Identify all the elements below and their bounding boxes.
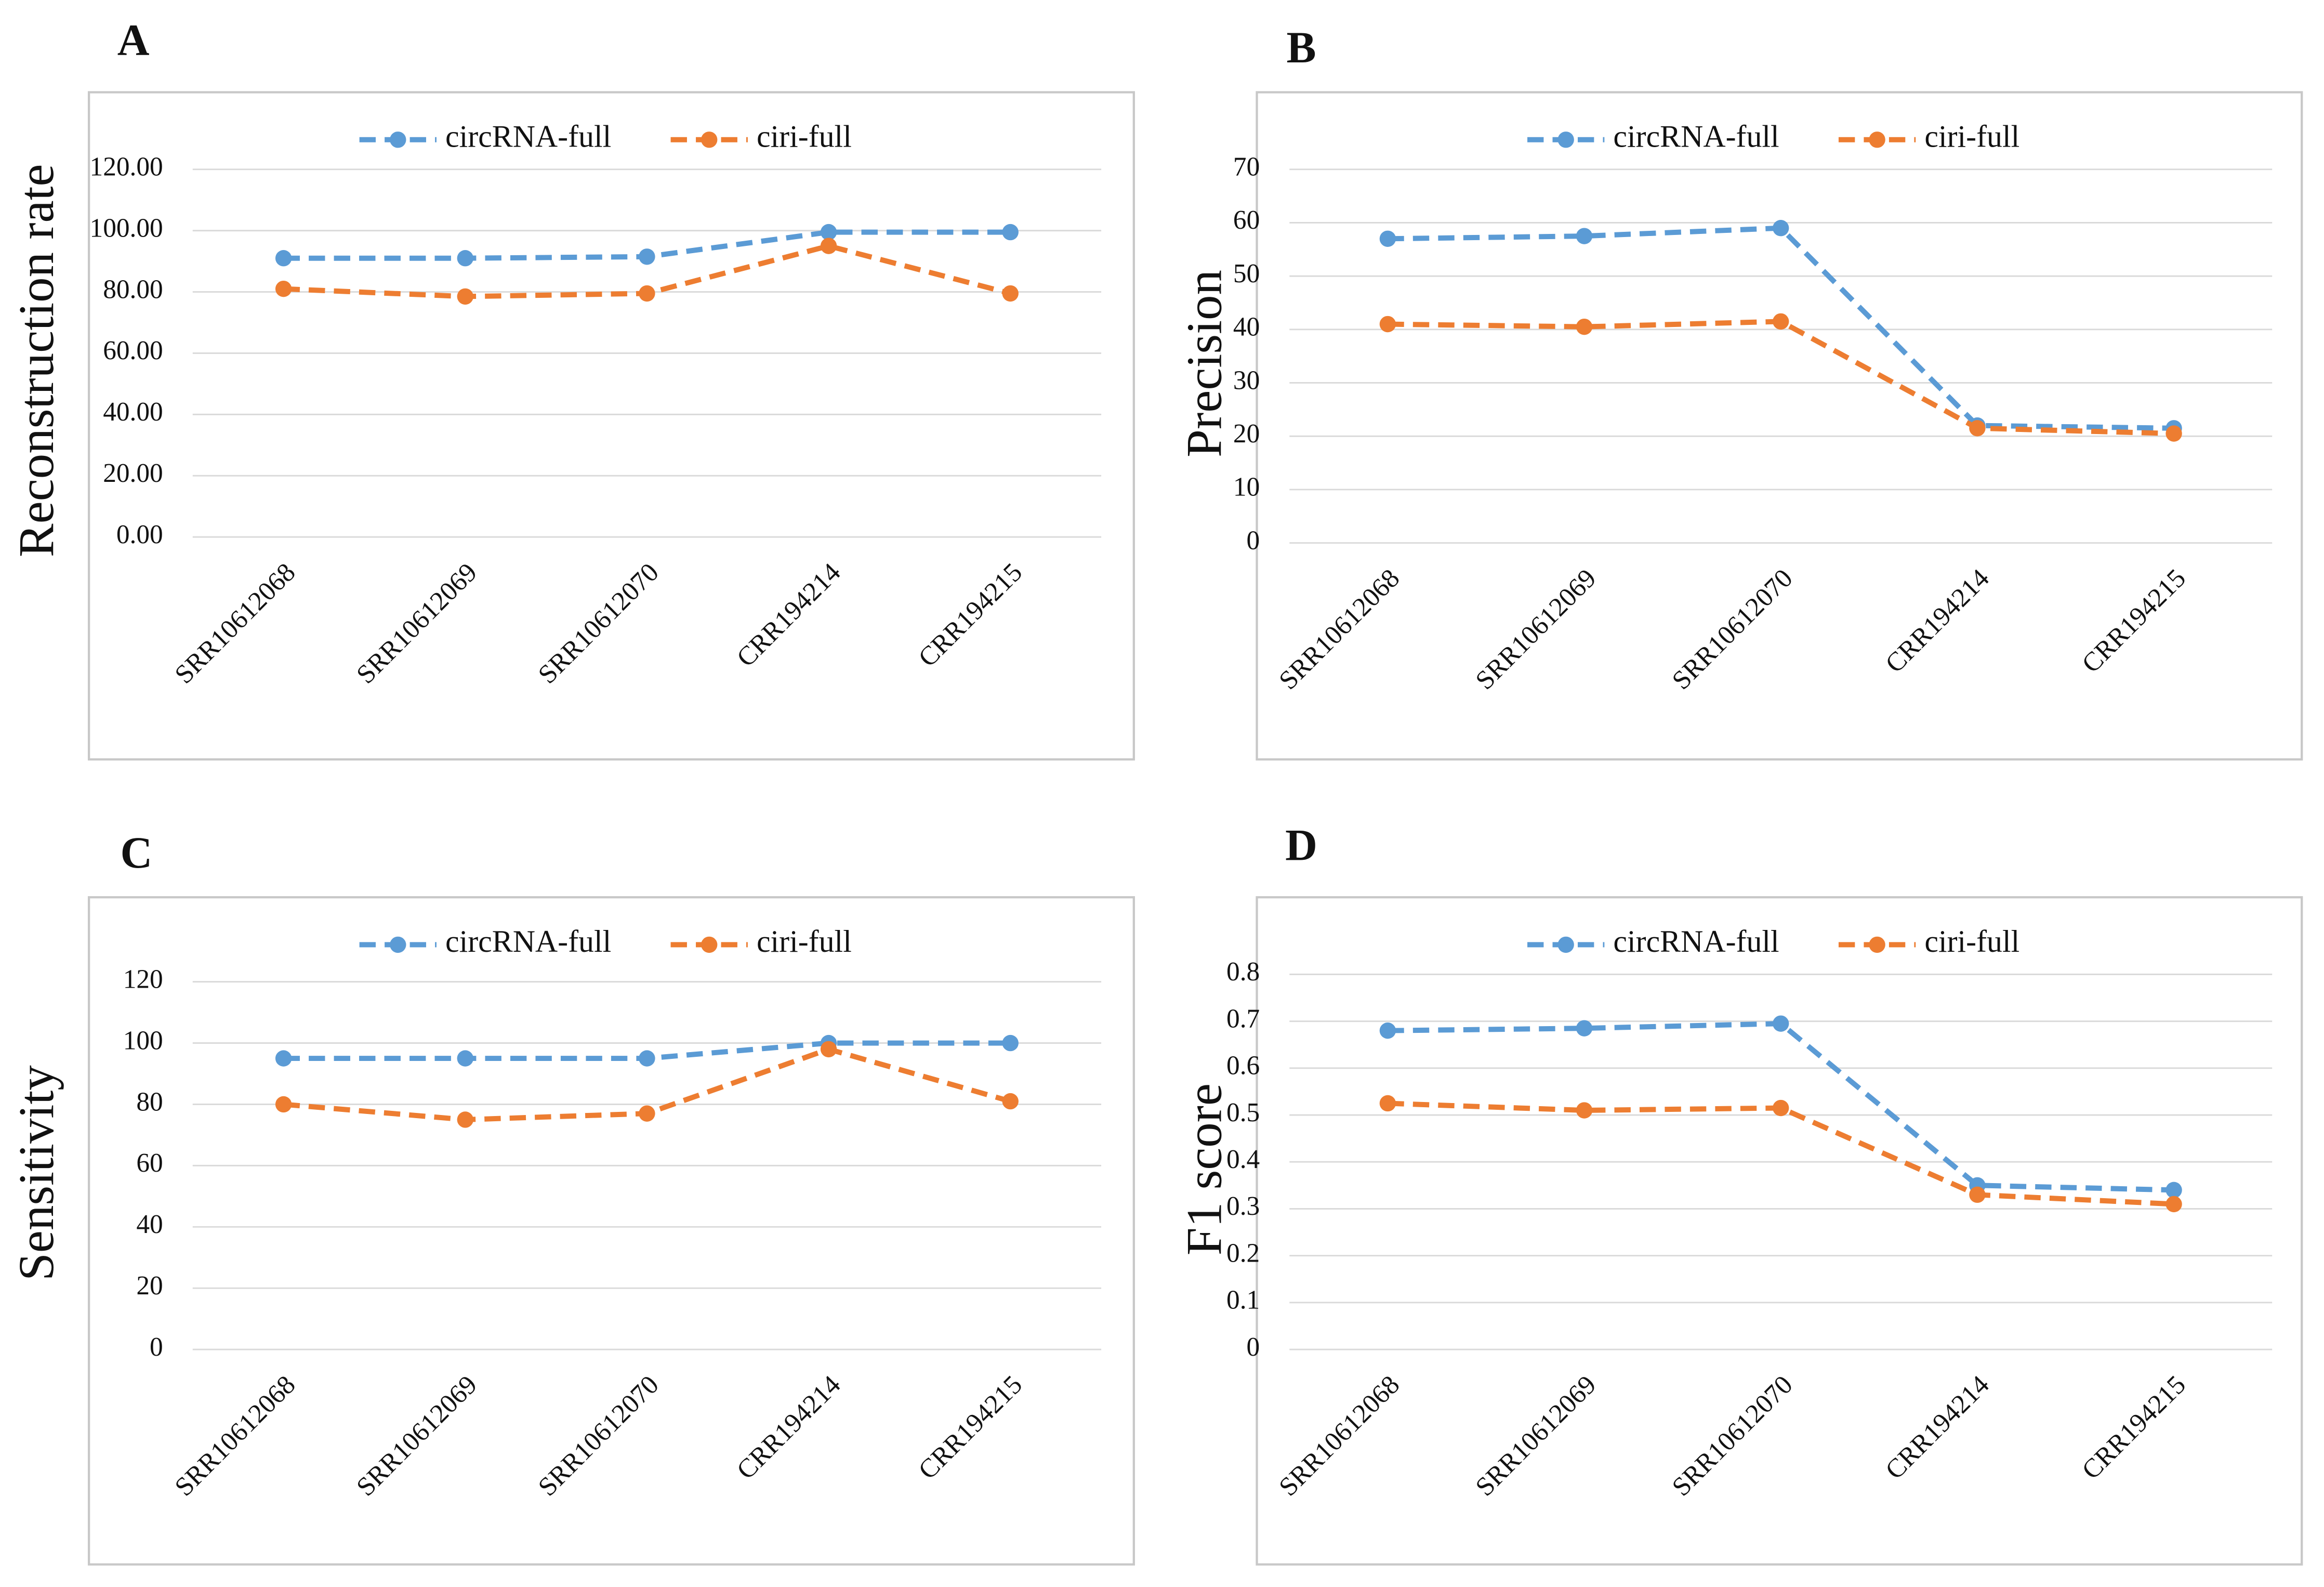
y-tick-label: 10 [1233, 473, 1260, 502]
y-tick-label: 0.3 [1226, 1191, 1260, 1221]
panel-letter: B [1287, 23, 1316, 72]
point [457, 250, 473, 267]
legend-label: ciri-full [1924, 120, 2019, 154]
point [1379, 316, 1396, 333]
y-tick-label: 0.00 [116, 520, 163, 549]
y-tick-label: 0.8 [1226, 957, 1260, 987]
y-tick-label: 80.00 [103, 274, 163, 304]
point [275, 280, 292, 297]
y-tick-label: 0.5 [1226, 1098, 1260, 1127]
y-tick-label: 100 [123, 1026, 163, 1055]
y-axis-label: Sensitivity [8, 1065, 64, 1281]
legend-marker [701, 936, 718, 953]
y-tick-label: 20 [1233, 419, 1260, 449]
point [1002, 224, 1019, 241]
point [1576, 1102, 1593, 1119]
point [1773, 1099, 1789, 1117]
panel-frame [87, 91, 1135, 761]
point [820, 238, 837, 254]
point [1576, 228, 1593, 244]
y-tick-label: 0.7 [1226, 1004, 1260, 1033]
y-tick-label: 120.00 [90, 152, 163, 182]
panel-letter: D [1285, 821, 1317, 870]
point [275, 250, 292, 267]
legend-marker [390, 132, 406, 148]
y-tick-label: 0 [1247, 1332, 1260, 1362]
point [820, 224, 837, 241]
point [457, 288, 473, 305]
y-tick-label: 100.00 [90, 213, 163, 243]
point [1576, 318, 1593, 335]
y-tick-label: 60 [1233, 205, 1260, 235]
y-axis-label: Reconstruction rate [8, 164, 64, 557]
point [1379, 1022, 1396, 1039]
point [2165, 1196, 2182, 1213]
y-tick-label: 50 [1233, 259, 1260, 288]
y-tick-label: 0 [150, 1332, 163, 1362]
point [2165, 425, 2182, 442]
point [457, 1111, 473, 1128]
point [639, 248, 655, 265]
point [275, 1096, 292, 1113]
point [1002, 1093, 1019, 1110]
legend-marker [1557, 936, 1574, 953]
y-tick-label: 70 [1233, 152, 1260, 182]
legend-marker [1869, 132, 1885, 148]
legend-marker [1869, 936, 1885, 953]
point [639, 285, 655, 302]
point [1002, 1034, 1019, 1052]
y-tick-label: 20.00 [103, 458, 163, 488]
y-tick-label: 80 [136, 1087, 163, 1117]
point [820, 1041, 837, 1058]
legend-label: circRNA-full [445, 120, 611, 154]
legend-marker [390, 936, 406, 953]
y-tick-label: 0.4 [1226, 1145, 1260, 1174]
point [2165, 1182, 2182, 1199]
panel-letter: C [120, 828, 152, 877]
point [1379, 1095, 1396, 1112]
point [275, 1050, 292, 1067]
panel-frame [1256, 896, 2303, 1566]
point [639, 1105, 655, 1122]
legend-label: ciri-full [757, 924, 852, 959]
legend-label: circRNA-full [1613, 120, 1779, 154]
point [1969, 420, 1986, 437]
point [1576, 1020, 1593, 1037]
point [1002, 285, 1019, 302]
y-axis-label: F1 score [1177, 1083, 1232, 1255]
panel-frame [87, 896, 1135, 1566]
y-tick-label: 60 [136, 1148, 163, 1178]
point [457, 1050, 473, 1067]
y-tick-label: 0.6 [1226, 1051, 1260, 1081]
legend-label: ciri-full [757, 120, 852, 154]
legend-marker [701, 132, 718, 148]
y-tick-label: 40 [1233, 312, 1260, 342]
y-tick-label: 0.1 [1226, 1286, 1260, 1315]
y-tick-label: 30 [1233, 365, 1260, 395]
y-tick-label: 20 [136, 1271, 163, 1301]
legend-marker [1557, 132, 1574, 148]
point [1773, 313, 1789, 330]
point [1773, 220, 1789, 237]
point [1969, 1186, 1986, 1203]
legend-label: ciri-full [1924, 924, 2019, 959]
point [1379, 230, 1396, 247]
point [1773, 1015, 1789, 1032]
y-tick-label: 0.2 [1226, 1238, 1260, 1268]
legend-label: circRNA-full [1613, 924, 1779, 959]
point [639, 1050, 655, 1067]
legend-label: circRNA-full [445, 924, 611, 959]
y-tick-label: 0 [1247, 526, 1260, 555]
y-tick-label: 40.00 [103, 397, 163, 427]
y-tick-label: 60.00 [103, 336, 163, 365]
panel-letter: A [117, 16, 150, 65]
y-axis-label: Precision [1177, 270, 1232, 457]
y-tick-label: 40 [136, 1210, 163, 1239]
y-tick-label: 120 [123, 964, 163, 994]
